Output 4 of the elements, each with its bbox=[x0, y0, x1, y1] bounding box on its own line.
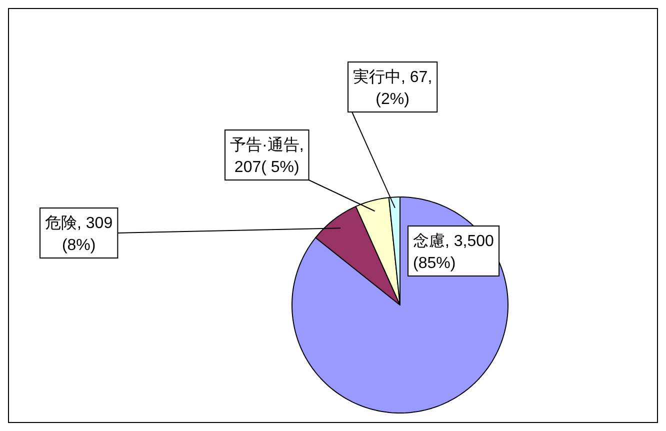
slice-label: 予告·通告, 207( 5%) bbox=[230, 136, 304, 176]
slice-label: 実行中, 67, (2%) bbox=[353, 68, 432, 108]
slice-label: 危険, 309 (8%) bbox=[45, 214, 113, 254]
slice-label: 念慮, 3,500 (85%) bbox=[413, 232, 494, 272]
